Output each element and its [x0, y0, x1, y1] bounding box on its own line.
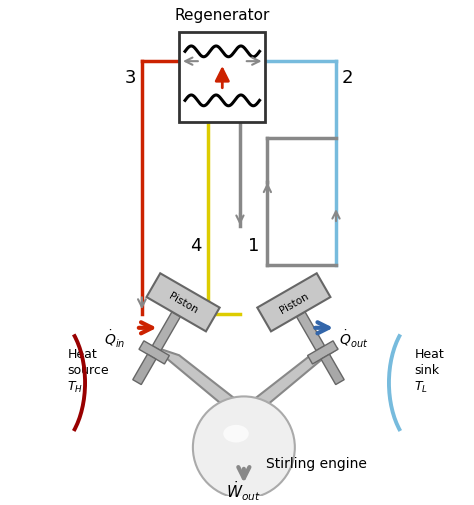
FancyBboxPatch shape — [179, 33, 265, 123]
Bar — [146, 274, 219, 332]
Bar — [321, 355, 344, 385]
Text: 4: 4 — [190, 237, 201, 255]
Text: Heat: Heat — [414, 347, 444, 360]
Text: $\dot{Q}_{in}$: $\dot{Q}_{in}$ — [104, 328, 125, 349]
Text: Stirling engine: Stirling engine — [266, 456, 367, 470]
Bar — [308, 341, 338, 364]
Bar — [152, 312, 181, 351]
Text: Heat: Heat — [67, 347, 97, 360]
Text: source: source — [67, 364, 109, 377]
Text: sink: sink — [414, 364, 439, 377]
Bar — [257, 274, 330, 332]
Bar — [296, 312, 325, 351]
Ellipse shape — [223, 425, 249, 442]
Text: 2: 2 — [342, 69, 354, 87]
Text: Piston: Piston — [167, 290, 199, 315]
Text: 3: 3 — [124, 69, 136, 87]
Polygon shape — [152, 349, 338, 430]
Bar — [139, 341, 169, 364]
Text: $\dot{Q}_{out}$: $\dot{Q}_{out}$ — [339, 328, 368, 349]
Bar — [133, 355, 156, 385]
Text: $\dot{W}_{out}$: $\dot{W}_{out}$ — [227, 479, 261, 502]
Text: 1: 1 — [248, 237, 259, 255]
Text: $T_L$: $T_L$ — [414, 379, 428, 394]
Circle shape — [193, 396, 295, 498]
Text: $T_H$: $T_H$ — [67, 379, 83, 394]
Text: Piston: Piston — [278, 290, 310, 315]
Text: Regenerator: Regenerator — [174, 8, 270, 23]
